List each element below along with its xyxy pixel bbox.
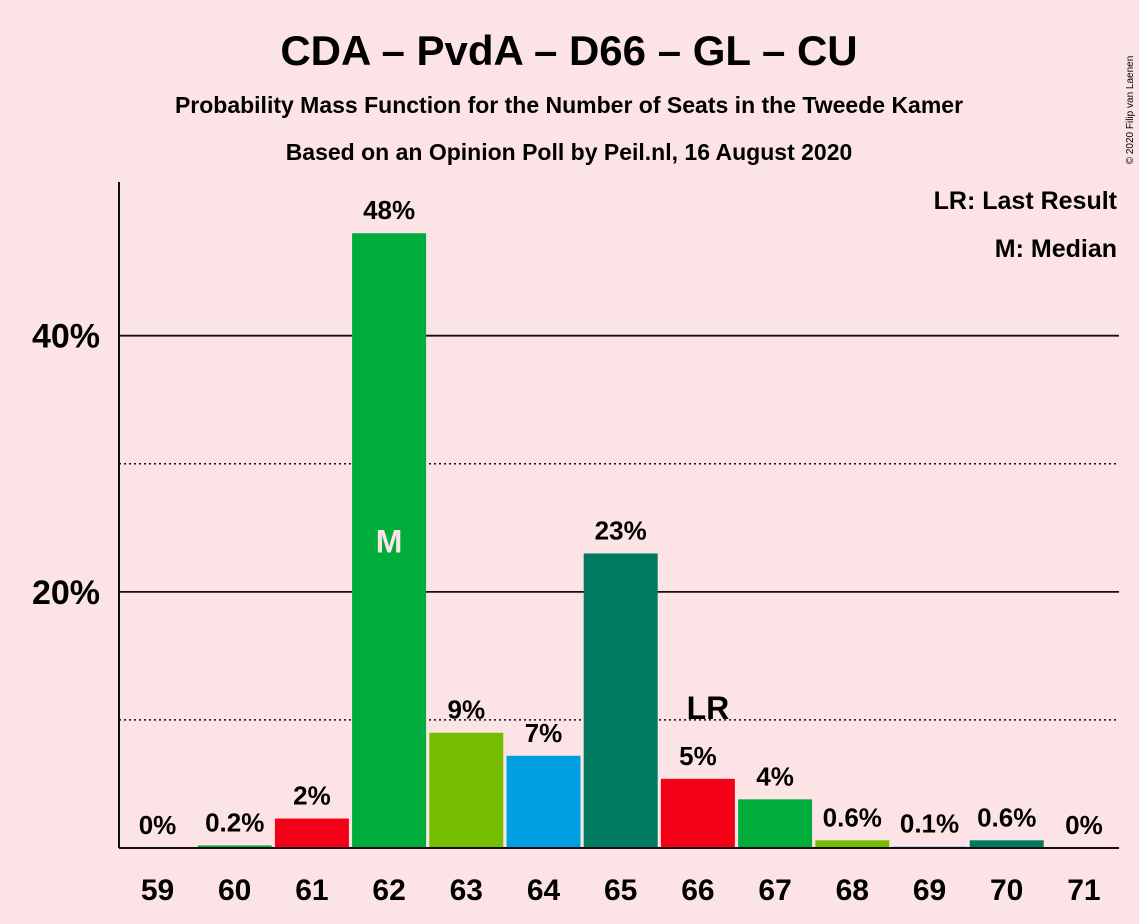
- x-tick-label-67: 67: [758, 874, 791, 907]
- x-tick-label-68: 68: [836, 874, 869, 907]
- data-label-59: 0%: [139, 810, 177, 840]
- bars: [197, 233, 1044, 848]
- last-result-marker: LR: [687, 690, 730, 726]
- data-label-69: 0.1%: [900, 809, 959, 839]
- chart-title: CDA – PvdA – D66 – GL – CU: [280, 27, 857, 74]
- data-label-70: 0.6%: [977, 802, 1036, 832]
- data-labels: 0% 0.2% 2% 48% M 9% 7% 23% 5% LR 4% 0.6% 0.1% 0.6% 0%: [139, 195, 1103, 840]
- bar-67: [738, 799, 813, 848]
- x-axis-labels: 59 60 61 62 63 64 65 66 67 68 69 70 71: [141, 874, 1101, 907]
- median-marker: M: [376, 524, 403, 560]
- x-tick-label-61: 61: [295, 874, 328, 907]
- data-label-62: 48%: [363, 195, 415, 225]
- x-tick-label-59: 59: [141, 874, 174, 907]
- x-tick-label-63: 63: [450, 874, 483, 907]
- x-tick-label-70: 70: [990, 874, 1023, 907]
- bar-65: [583, 553, 658, 848]
- bar-66: [660, 778, 735, 848]
- x-tick-label-65: 65: [604, 874, 637, 907]
- bar-62: [352, 233, 427, 848]
- y-tick-label: 20%: [32, 574, 100, 612]
- x-tick-label-60: 60: [218, 874, 251, 907]
- copyright-note: © 2020 Filip van Laenen: [1125, 56, 1136, 165]
- bar-68: [815, 840, 890, 848]
- x-tick-label-66: 66: [681, 874, 714, 907]
- legend-last-result: LR: Last Result: [934, 187, 1118, 215]
- x-tick-label-62: 62: [372, 874, 405, 907]
- data-label-65: 23%: [595, 515, 647, 545]
- data-label-63: 9%: [448, 695, 486, 725]
- x-tick-label-71: 71: [1067, 874, 1100, 907]
- bar-63: [429, 732, 504, 848]
- x-tick-label-64: 64: [527, 874, 561, 907]
- data-label-64: 7%: [525, 718, 563, 748]
- data-label-61: 2%: [293, 781, 331, 811]
- chart-subtitle-1: Probability Mass Function for the Number…: [175, 92, 963, 118]
- y-axis-labels: 20% 40%: [32, 318, 100, 612]
- data-label-66: 5%: [679, 741, 717, 771]
- legend-median: M: Median: [995, 235, 1117, 263]
- data-label-68: 0.6%: [823, 802, 882, 832]
- chart-subtitle-2: Based on an Opinion Poll by Peil.nl, 16 …: [286, 139, 853, 165]
- x-tick-label-69: 69: [913, 874, 946, 907]
- bar-64: [506, 755, 581, 848]
- data-label-71: 0%: [1065, 810, 1103, 840]
- data-label-67: 4%: [756, 761, 794, 791]
- bar-61: [274, 818, 349, 848]
- y-tick-label: 40%: [32, 318, 100, 356]
- bar-60: [197, 845, 272, 848]
- bar-70: [969, 840, 1044, 848]
- data-label-60: 0.2%: [205, 807, 264, 837]
